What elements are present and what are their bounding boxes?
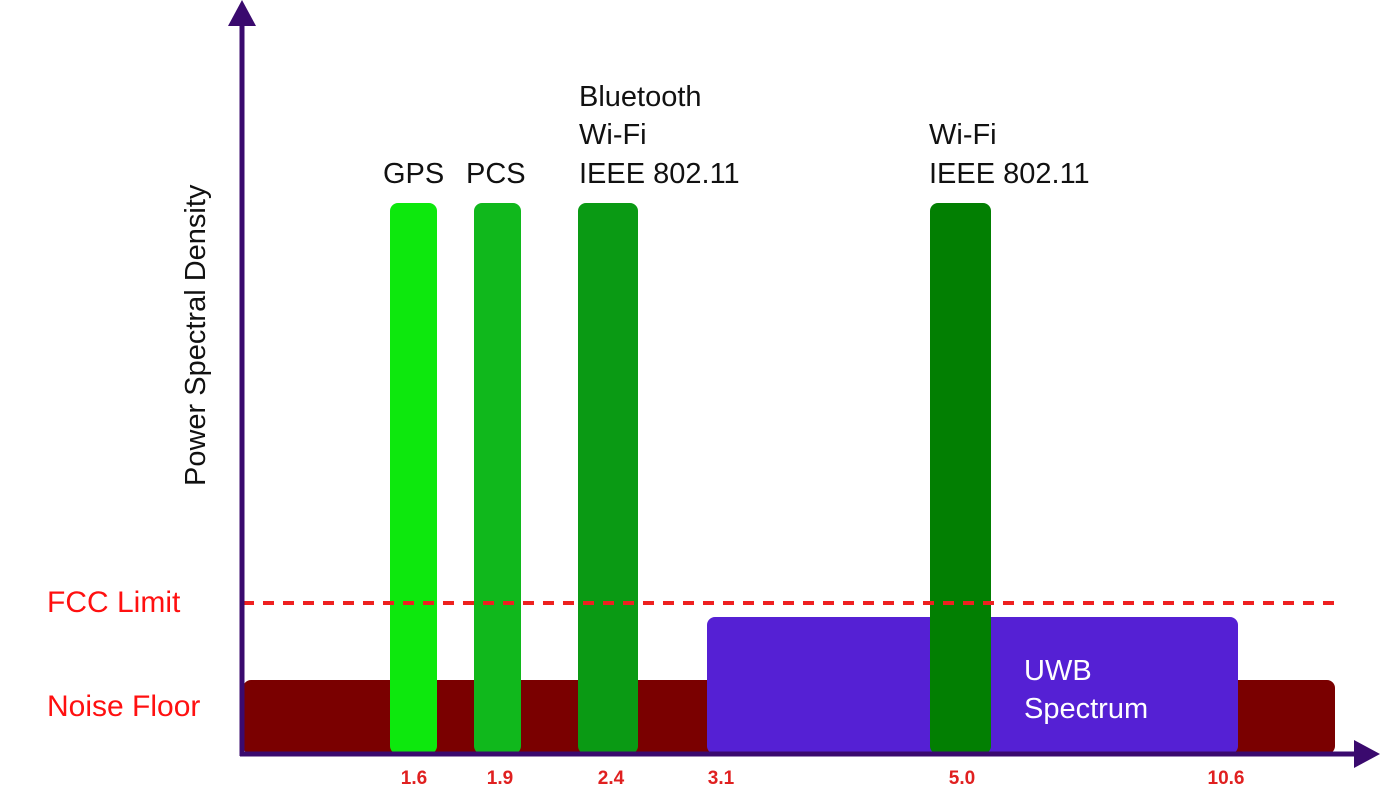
tick-label: 1.6 bbox=[401, 768, 427, 789]
tick-label: 1.9 bbox=[487, 768, 513, 789]
gps-band-label: GPS bbox=[383, 158, 444, 190]
bluetooth-band-label-line-1: Bluetooth bbox=[579, 81, 702, 113]
bluetooth-band-label-line-2: Wi-Fi bbox=[579, 119, 647, 151]
pcs-band bbox=[474, 203, 521, 754]
tick-label: 10.6 bbox=[1208, 768, 1245, 789]
y-axis-label: Power Spectral Density bbox=[180, 184, 212, 486]
pcs-band-label: PCS bbox=[466, 158, 526, 190]
fcc-limit-label: FCC Limit bbox=[47, 586, 181, 619]
gps-band bbox=[390, 203, 437, 754]
tick-label: 3.1 bbox=[708, 768, 735, 789]
wifi-5ghz-band bbox=[930, 203, 991, 754]
wifi-band-label-line-1: Wi-Fi bbox=[929, 119, 997, 151]
noise-floor-label: Noise Floor bbox=[47, 690, 200, 723]
tick-label: 5.0 bbox=[949, 768, 975, 789]
uwb-label-line-2: Spectrum bbox=[1024, 693, 1148, 725]
bluetooth-wifi-band bbox=[578, 203, 638, 754]
wifi-band-label-line-2: IEEE 802.11 bbox=[929, 158, 1090, 190]
bluetooth-band-label-line-3: IEEE 802.11 bbox=[579, 158, 740, 190]
uwb-label-line-1: UWB bbox=[1024, 655, 1092, 687]
tick-label: 2.4 bbox=[598, 768, 625, 789]
y-axis-arrow-icon bbox=[228, 0, 256, 26]
x-axis-arrow-icon bbox=[1354, 740, 1380, 768]
